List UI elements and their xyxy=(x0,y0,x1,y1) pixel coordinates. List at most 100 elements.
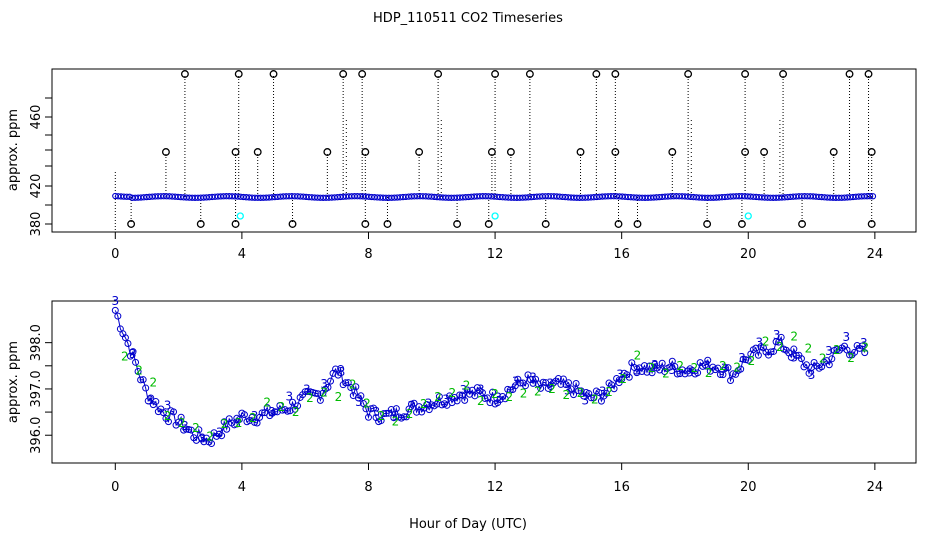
series-3-point xyxy=(595,389,603,397)
series-3-point xyxy=(638,367,646,375)
series-3-point xyxy=(324,383,332,391)
spike-point-low xyxy=(196,220,205,228)
series-3-point xyxy=(739,355,747,363)
series-3-point xyxy=(610,385,618,393)
series-3-point xyxy=(828,355,836,363)
series-3-marker: 3 xyxy=(686,365,694,379)
series-3-marker: 3 xyxy=(442,393,450,407)
series-3-point xyxy=(481,394,489,402)
series-3-marker: 3 xyxy=(268,405,276,419)
series-3-point xyxy=(587,394,595,402)
spike-point-low xyxy=(798,220,807,228)
series-3-point xyxy=(342,379,350,387)
series-2-marker: 2 xyxy=(505,390,513,404)
series-3-marker: 3 xyxy=(860,336,868,350)
series-2-marker: 2 xyxy=(434,390,442,404)
series-2-marker: 2 xyxy=(491,387,499,401)
bottom-y-tick-label: 397.0 xyxy=(29,370,44,407)
series-3-point xyxy=(134,367,142,375)
series-3-point xyxy=(792,351,800,359)
series-3-point xyxy=(489,388,497,396)
series-3-point xyxy=(570,391,578,399)
series-2-marker: 2 xyxy=(406,407,414,421)
series-3-point xyxy=(235,416,243,424)
bottom-x-tick-label: 20 xyxy=(740,480,757,495)
series-3-marker: 3 xyxy=(355,395,363,409)
spike-point-mid xyxy=(829,148,838,156)
top-y-axis-label: approx. ppm xyxy=(6,109,21,191)
series-3-marker: 3 xyxy=(303,382,311,396)
series-3-line xyxy=(114,310,866,445)
series-3-marker: 3 xyxy=(390,409,398,423)
spike-point-mid xyxy=(487,148,496,156)
series-2-marker: 2 xyxy=(662,366,670,380)
series-2-marker: 2 xyxy=(349,377,357,391)
spike-point-low xyxy=(737,220,746,228)
spike-point-low xyxy=(231,220,240,228)
series-3-point xyxy=(666,363,674,371)
series-3-point xyxy=(332,365,340,373)
spike-point-low xyxy=(127,220,136,228)
series-3-marker: 3 xyxy=(233,417,241,431)
series-3-point xyxy=(772,338,780,346)
series-2-marker: 2 xyxy=(135,363,143,377)
spike-point-high xyxy=(845,70,854,78)
series-3-point xyxy=(187,426,195,434)
series-3-point xyxy=(258,409,266,417)
series-3-marker: 3 xyxy=(338,365,346,379)
series-3-point xyxy=(446,392,454,400)
series-3-point xyxy=(218,432,226,440)
series-3-marker: 3 xyxy=(808,368,816,382)
series-3-marker: 3 xyxy=(825,344,833,358)
series-3-point xyxy=(471,392,479,400)
bottom-x-tick-label: 0 xyxy=(111,480,119,495)
series-point xyxy=(126,193,133,200)
series-3-marker: 3 xyxy=(721,361,729,375)
series-3-point xyxy=(286,407,294,415)
series-3-point xyxy=(719,371,727,379)
series-3-marker: 3 xyxy=(703,359,711,373)
series-3-point xyxy=(858,342,866,350)
series-3-point xyxy=(744,356,752,364)
spike-point-high xyxy=(592,70,601,78)
series-2-marker: 2 xyxy=(477,394,485,408)
chart-title: HDP_110511 CO2 Timeseries xyxy=(373,11,563,26)
series-3-point xyxy=(380,410,388,418)
series-3-point xyxy=(152,398,160,406)
spike-point-high xyxy=(611,70,620,78)
series-3-point xyxy=(400,413,408,421)
series-3-point xyxy=(357,392,365,400)
series-3-marker: 3 xyxy=(494,391,502,405)
x-axis-label: Hour of Day (UTC) xyxy=(409,517,527,532)
series-2-marker: 2 xyxy=(805,342,813,356)
series-3-point xyxy=(539,378,547,386)
series-3-point xyxy=(453,397,461,405)
series-3-point xyxy=(521,382,529,390)
series-3-point xyxy=(230,421,238,429)
series-3-point xyxy=(825,361,833,369)
series-point xyxy=(866,193,874,200)
series-2-marker: 2 xyxy=(534,385,542,399)
series-3-point xyxy=(486,399,494,407)
series-3-point xyxy=(727,376,735,384)
series-2-marker: 2 xyxy=(748,354,756,368)
bottom-panel: approx. ppm 0 4 8 12 16 20 24396.0397.0398.033… xyxy=(6,294,917,495)
spike-point-high xyxy=(779,70,788,78)
series-3-point xyxy=(337,365,345,373)
spike-point-high xyxy=(684,70,693,78)
series-3-point xyxy=(278,406,286,414)
series-2-marker: 2 xyxy=(591,392,599,406)
spike-point-mid xyxy=(161,148,170,156)
series-3-point xyxy=(456,391,464,399)
series-3-point xyxy=(567,385,575,393)
series-3-marker: 3 xyxy=(529,371,537,385)
series-3-point xyxy=(129,348,137,356)
series-3-point xyxy=(195,426,203,434)
series-3-point xyxy=(805,369,813,377)
series-3-point xyxy=(253,419,261,427)
series-3-point xyxy=(377,417,385,425)
series-2-marker: 2 xyxy=(263,395,271,409)
series-3-point xyxy=(362,405,370,413)
series-3-point xyxy=(851,348,859,356)
